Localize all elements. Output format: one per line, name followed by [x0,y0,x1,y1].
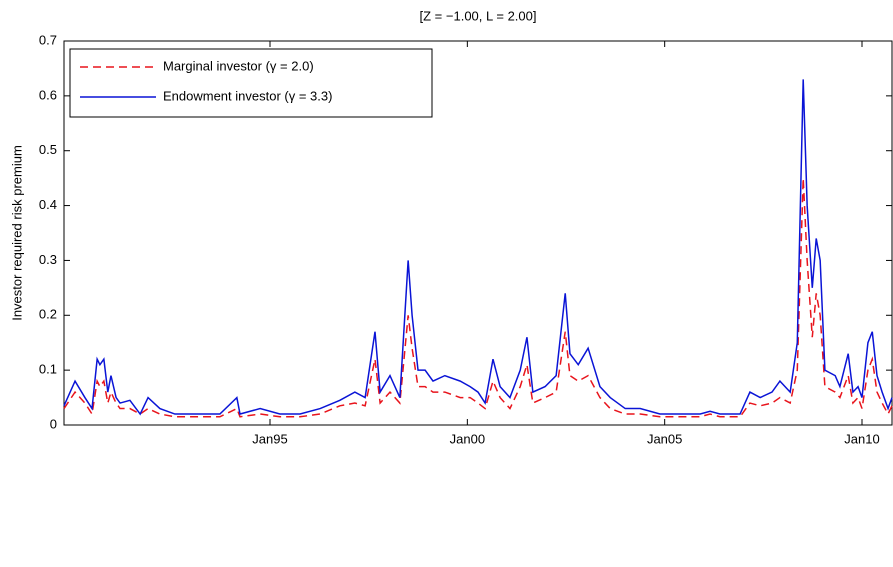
x-tick-label: Jan00 [450,431,485,446]
legend-box [69,48,433,118]
x-tick-label: Jan05 [647,431,682,446]
y-tick-label: 0.5 [39,142,57,157]
y-tick-label: 0.2 [39,307,57,322]
y-tick-label: 0.3 [39,252,57,267]
series-line [63,79,893,416]
series-line [63,178,893,418]
x-tick-label: Jan95 [252,431,287,446]
y-axis-label: Investor required risk premium [9,145,24,321]
x-tick-label: Jan10 [844,431,879,446]
y-tick-label: 0.4 [39,197,57,212]
chart-title: [Z = −1.00, L = 2.00] [420,8,537,23]
legend-label: Endowment investor (γ = 3.3) [163,88,332,103]
y-tick-label: 0.6 [39,87,57,102]
y-tick-label: 0 [50,416,57,431]
y-tick-label: 0.7 [39,32,57,47]
legend-label: Marginal investor (γ = 2.0) [163,58,314,73]
y-tick-label: 0.1 [39,362,57,377]
